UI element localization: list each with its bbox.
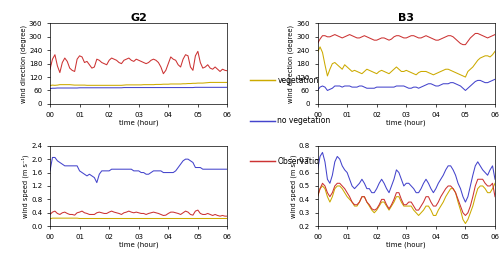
Text: no vegetation: no vegetation <box>278 116 330 125</box>
Title: G2: G2 <box>130 13 147 23</box>
Text: vegetation: vegetation <box>278 76 319 85</box>
X-axis label: time (hour): time (hour) <box>386 120 426 126</box>
X-axis label: time (hour): time (hour) <box>119 120 158 126</box>
Y-axis label: wind direction (degree): wind direction (degree) <box>20 25 27 103</box>
X-axis label: time (hour): time (hour) <box>386 242 426 248</box>
Y-axis label: wind direction (degree): wind direction (degree) <box>288 25 294 103</box>
Y-axis label: wind speed (m s⁻¹): wind speed (m s⁻¹) <box>289 154 296 218</box>
Y-axis label: wind speed (m s⁻¹): wind speed (m s⁻¹) <box>22 154 29 218</box>
X-axis label: time (hour): time (hour) <box>119 242 158 248</box>
Title: B3: B3 <box>398 13 414 23</box>
Text: Observation: Observation <box>278 157 324 166</box>
